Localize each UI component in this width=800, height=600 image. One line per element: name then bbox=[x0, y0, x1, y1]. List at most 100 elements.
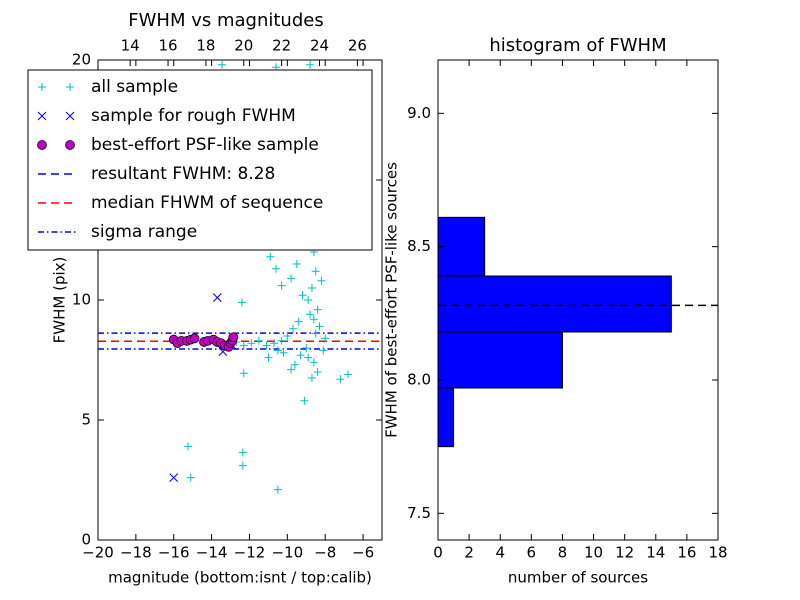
marker bbox=[228, 332, 239, 343]
marker-shape bbox=[277, 281, 286, 290]
marker bbox=[273, 346, 282, 355]
marker bbox=[279, 348, 288, 357]
marker bbox=[277, 336, 286, 345]
marker bbox=[302, 344, 311, 352]
marker-shape bbox=[304, 296, 313, 304]
marker-shape bbox=[311, 329, 320, 338]
marker-shape bbox=[262, 341, 271, 350]
marker-shape bbox=[296, 351, 305, 360]
marker bbox=[313, 305, 322, 314]
y-tick-label: 20 bbox=[72, 51, 91, 69]
marker bbox=[239, 369, 248, 378]
histogram-bar bbox=[437, 275, 672, 333]
marker bbox=[65, 111, 75, 121]
marker-shape bbox=[169, 473, 179, 482]
marker bbox=[298, 291, 307, 300]
marker bbox=[311, 329, 320, 338]
marker-shape bbox=[321, 334, 330, 343]
marker-shape bbox=[292, 260, 301, 268]
x-tick-label: 2 bbox=[464, 544, 474, 562]
marker bbox=[65, 140, 75, 150]
marker bbox=[315, 322, 324, 331]
marker-shape bbox=[254, 336, 263, 345]
marker bbox=[66, 83, 74, 91]
marker-shape bbox=[311, 267, 320, 276]
x-tick-label: 4 bbox=[495, 544, 505, 562]
x-tick-label: 6 bbox=[527, 544, 537, 562]
marker bbox=[212, 293, 222, 302]
y-axis-label: FWHM (pix) bbox=[51, 257, 69, 344]
marker-shape bbox=[266, 252, 275, 261]
marker bbox=[336, 375, 345, 384]
x2-tick-label: 24 bbox=[310, 37, 329, 55]
marker bbox=[264, 353, 273, 362]
marker-shape bbox=[336, 375, 345, 384]
x-tick-label: −16 bbox=[158, 544, 190, 562]
marker-shape bbox=[287, 365, 296, 374]
marker bbox=[273, 485, 282, 494]
marker bbox=[317, 276, 326, 285]
x-tick-label: 0 bbox=[433, 544, 443, 562]
x-tick-label: −14 bbox=[196, 544, 228, 562]
marker-shape bbox=[298, 291, 307, 300]
y-tick-label: 10 bbox=[72, 291, 91, 309]
marker-shape bbox=[287, 274, 296, 283]
marker-shape bbox=[65, 111, 75, 121]
legend-label: resultant FWHM: 8.28 bbox=[91, 164, 275, 184]
marker bbox=[270, 339, 279, 348]
x-tick-label: −20 bbox=[82, 544, 114, 562]
marker-shape bbox=[186, 473, 195, 482]
x-tick-label: −8 bbox=[314, 544, 336, 562]
marker bbox=[183, 442, 192, 451]
marker-shape bbox=[313, 368, 322, 376]
marker-shape bbox=[313, 305, 322, 314]
marker-shape bbox=[65, 140, 75, 150]
marker bbox=[189, 333, 200, 344]
legend-label: sample for rough FWHM bbox=[91, 106, 296, 126]
marker-shape bbox=[309, 315, 318, 324]
x-tick-label: −18 bbox=[120, 544, 152, 562]
marker-shape bbox=[212, 293, 222, 302]
marker bbox=[294, 317, 303, 326]
x-axis-label: number of sources bbox=[508, 569, 648, 587]
y-tick-label: 5 bbox=[81, 411, 91, 429]
plot-area bbox=[98, 332, 382, 350]
legend-frame bbox=[27, 69, 373, 251]
marker-shape bbox=[273, 346, 282, 355]
marker bbox=[238, 461, 247, 470]
marker bbox=[237, 298, 246, 307]
marker-shape bbox=[317, 276, 326, 285]
marker bbox=[37, 111, 47, 121]
marker-shape bbox=[237, 298, 246, 307]
marker bbox=[304, 353, 313, 362]
marker-shape bbox=[247, 339, 256, 348]
marker-shape bbox=[37, 140, 47, 150]
marker bbox=[266, 252, 275, 261]
marker-shape bbox=[264, 353, 273, 362]
x-tick-label: −6 bbox=[352, 544, 374, 562]
marker-shape bbox=[270, 339, 279, 348]
axes-frame bbox=[97, 59, 383, 541]
legend-label: best-effort PSF-like sample bbox=[91, 135, 319, 155]
marker-shape bbox=[239, 369, 248, 378]
y-tick-label: 8.5 bbox=[407, 237, 431, 255]
marker bbox=[292, 260, 301, 268]
axes-frame bbox=[437, 59, 719, 541]
marker bbox=[300, 396, 309, 405]
marker bbox=[313, 368, 322, 376]
marker bbox=[290, 360, 299, 369]
y-tick-label: 8.0 bbox=[407, 371, 431, 389]
x2-tick-label: 14 bbox=[121, 37, 140, 55]
chart-title: histogram of FWHM bbox=[489, 35, 666, 56]
marker-shape bbox=[271, 264, 280, 273]
marker-shape bbox=[189, 333, 200, 344]
marker-shape bbox=[238, 461, 247, 470]
marker-shape bbox=[307, 374, 316, 382]
x-tick-label: 18 bbox=[708, 544, 727, 562]
legend-label: median FHWM of sequence bbox=[91, 193, 323, 213]
marker-shape bbox=[306, 60, 315, 69]
x2-tick-label: 26 bbox=[348, 37, 367, 55]
marker bbox=[262, 341, 271, 350]
x2-tick-label: 22 bbox=[272, 37, 291, 55]
